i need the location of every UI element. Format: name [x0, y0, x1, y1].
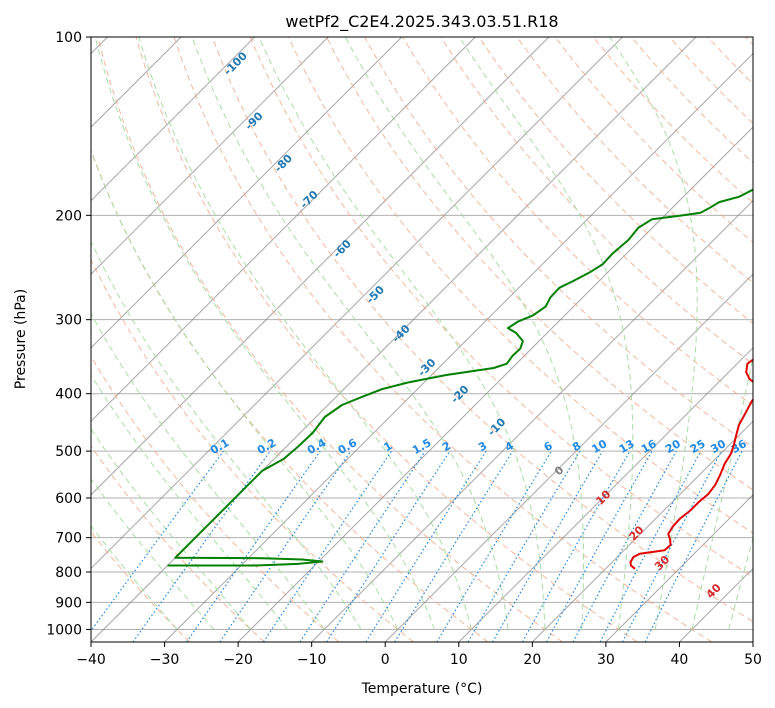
moist-adiabat-line [458, 37, 634, 630]
moist-adiabat-line [91, 373, 288, 630]
mixing-ratio-line [186, 450, 321, 642]
moist-adiabat-line [94, 37, 436, 630]
isotherm-line [237, 126, 753, 642]
isotherm-line [91, 37, 403, 349]
dry-adiabat-line [91, 445, 265, 642]
mixing-ratio-line [546, 450, 653, 642]
moist-adiabat-line [91, 312, 325, 630]
moist-adiabat-line [91, 240, 362, 630]
y-tick-label: 500 [55, 444, 82, 460]
temperature-profile [629, 358, 753, 570]
x-tick-label: −30 [150, 652, 180, 668]
y-tick-label: 600 [55, 491, 82, 507]
x-tick-label: −10 [297, 652, 327, 668]
y-tick-label: 800 [55, 565, 82, 581]
x-tick-label: 10 [450, 652, 468, 668]
x-tick-label: −20 [223, 652, 253, 668]
dry-adiabat-lines [91, 37, 753, 642]
moist-adiabat-line [138, 37, 472, 630]
isotherm-line [531, 420, 753, 642]
isotherm-line [91, 37, 256, 202]
moist-adiabat-line [258, 37, 546, 630]
dry-adiabat-line [249, 37, 753, 578]
mixing-ratio-line [132, 450, 271, 642]
moist-adiabat-line [344, 37, 584, 630]
moist-adiabat-line [191, 37, 509, 630]
mixing-ratio-line [91, 450, 224, 632]
isotherm-line [458, 347, 753, 642]
isotherm-line [91, 37, 329, 275]
x-tick-label: 40 [671, 652, 689, 668]
mixing-ratio-line [326, 450, 451, 642]
x-axis-title: Temperature (°C) [361, 681, 483, 697]
isotherm-line [91, 37, 550, 496]
moist-adiabat-line [91, 478, 215, 630]
isotherm-line [384, 273, 753, 642]
plot-frame [90, 36, 754, 643]
moist-adiabat-line [91, 525, 178, 630]
y-tick-label: 200 [55, 208, 82, 224]
mixing-ratio-line [572, 450, 677, 642]
mixing-ratio-line [299, 450, 426, 642]
mixing-ratio-line [262, 450, 392, 642]
dry-adiabat-line [326, 37, 753, 491]
dry-adiabat-line [91, 355, 340, 642]
mixing-ratio-line [394, 450, 514, 642]
x-tick-label: 0 [381, 652, 390, 668]
y-tick-label: 1000 [46, 622, 82, 638]
mixing-ratio-line [219, 450, 352, 642]
x-tick-label: 20 [523, 652, 541, 668]
moist-adiabat-line [728, 536, 753, 630]
dry-adiabat-line [287, 37, 753, 534]
y-tick-label: 700 [55, 531, 82, 547]
x-tick-label: 30 [597, 652, 615, 668]
y-tick-label: 300 [55, 313, 82, 329]
sounding-profiles [167, 188, 753, 570]
moist-adiabat-line [91, 428, 252, 630]
dewpoint-profile [167, 188, 753, 567]
moist-adiabat-line [609, 37, 698, 630]
moist-adiabat-lines [91, 37, 753, 630]
pressure-grid [91, 37, 753, 630]
isotherm-line [605, 494, 753, 642]
y-tick-label: 900 [55, 595, 82, 611]
y-tick-label: 400 [55, 387, 82, 403]
x-axis: −40 −30 −20 −10 0 10 20 30 40 50 [76, 642, 762, 668]
mixing-ratio-lines [91, 450, 743, 642]
dry-adiabat-line [211, 37, 753, 623]
x-tick-label: 50 [744, 652, 762, 668]
moist-adiabat-line [691, 355, 753, 630]
mixing-ratio-line [644, 450, 743, 642]
y-tick-label: 100 [55, 30, 82, 46]
dry-adiabat-line [97, 37, 563, 642]
isotherm-line [91, 37, 623, 570]
plot-area: 0.1 0.2 0.4 0.6 1 1.5 2 3 4 6 8 10 13 16 20 25 30 3601020… [91, 37, 753, 642]
dry-adiabat-line [173, 37, 713, 642]
y-axis: 100 200 300 400 500 600 700 800 900 1000 [46, 30, 91, 638]
mixing-ratio-line [521, 450, 631, 642]
dry-adiabat-line [135, 37, 638, 642]
chart-title: wetPf2_C2E4.2025.343.03.51.R18 [285, 12, 558, 32]
y-axis-title: Pressure (hPa) [13, 289, 29, 389]
dry-adiabat-line [91, 258, 414, 642]
x-tick-label: −40 [76, 652, 106, 668]
isotherm-line [91, 37, 476, 423]
isotherm-line [164, 52, 753, 642]
